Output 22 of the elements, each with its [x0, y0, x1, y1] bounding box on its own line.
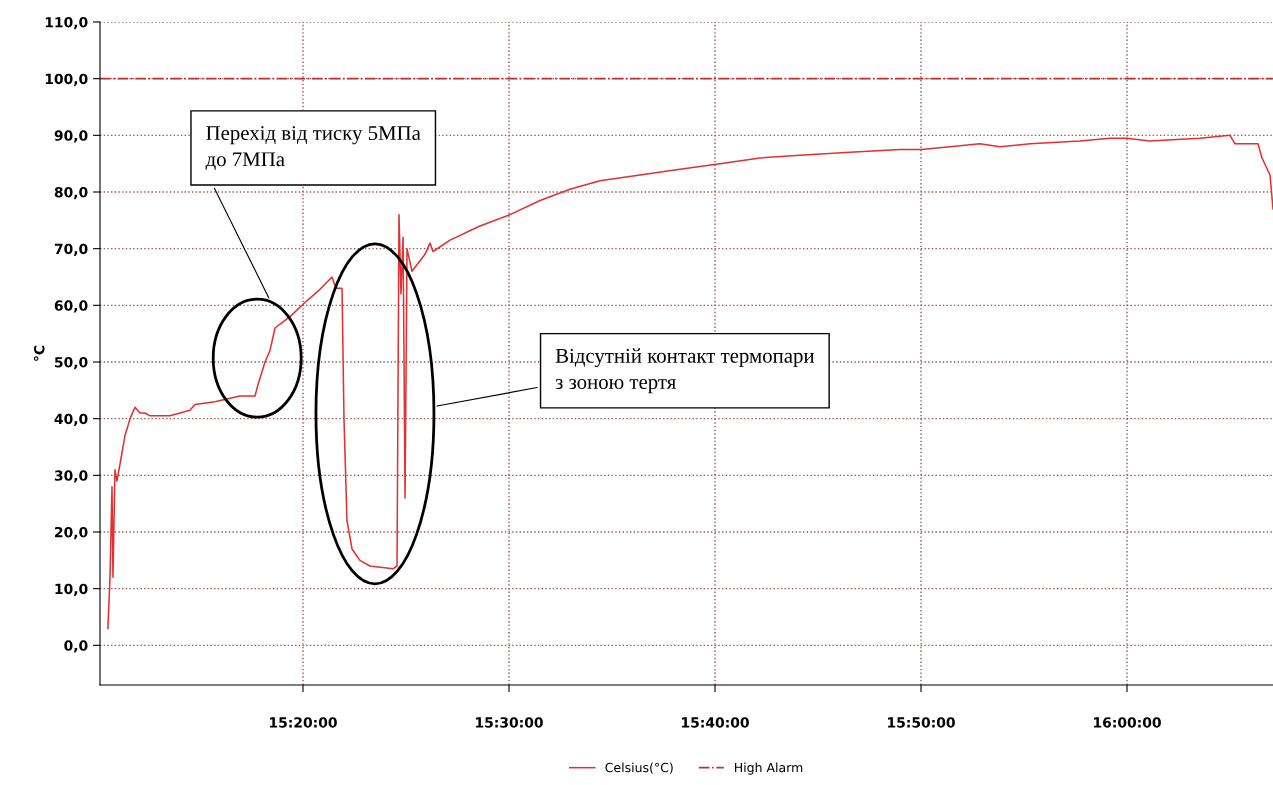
- y-tick-label: 50,0: [55, 356, 88, 370]
- y-tick-label: 0,0: [64, 640, 88, 653]
- y-tick-label: 40,0: [54, 413, 88, 426]
- y-axis-title: °C: [33, 345, 45, 361]
- legend-label: High Alarm: [735, 762, 803, 775]
- y-tick-label: 80,0: [54, 186, 88, 200]
- x-tick-label: 15:40:00: [682, 717, 749, 728]
- x-tick-label: 15:20:00: [270, 717, 337, 728]
- x-tick-label: 15:50:00: [888, 717, 955, 728]
- y-tick-label: 10,0: [55, 583, 88, 596]
- y-tick-label: 30,0: [54, 470, 88, 483]
- annotation: Відсутній контакт термопари з зоною тертя: [555, 348, 815, 394]
- y-tick-label: 110,0: [45, 16, 88, 30]
- y-tick-label: 60,0: [54, 300, 88, 313]
- legend-label: Celsius(°C): [605, 762, 673, 774]
- x-tick-label: 16:00:00: [1094, 717, 1161, 728]
- y-tick-label: 100,0: [45, 73, 88, 86]
- y-tick-label: 20,0: [55, 526, 88, 540]
- y-tick-label: 90,0: [54, 130, 88, 143]
- x-tick-label: 15:30:00: [476, 717, 543, 728]
- annotation: Перехід від тиску 5МПа до 7МПа: [205, 126, 421, 171]
- y-tick-label: 70,0: [54, 243, 88, 256]
